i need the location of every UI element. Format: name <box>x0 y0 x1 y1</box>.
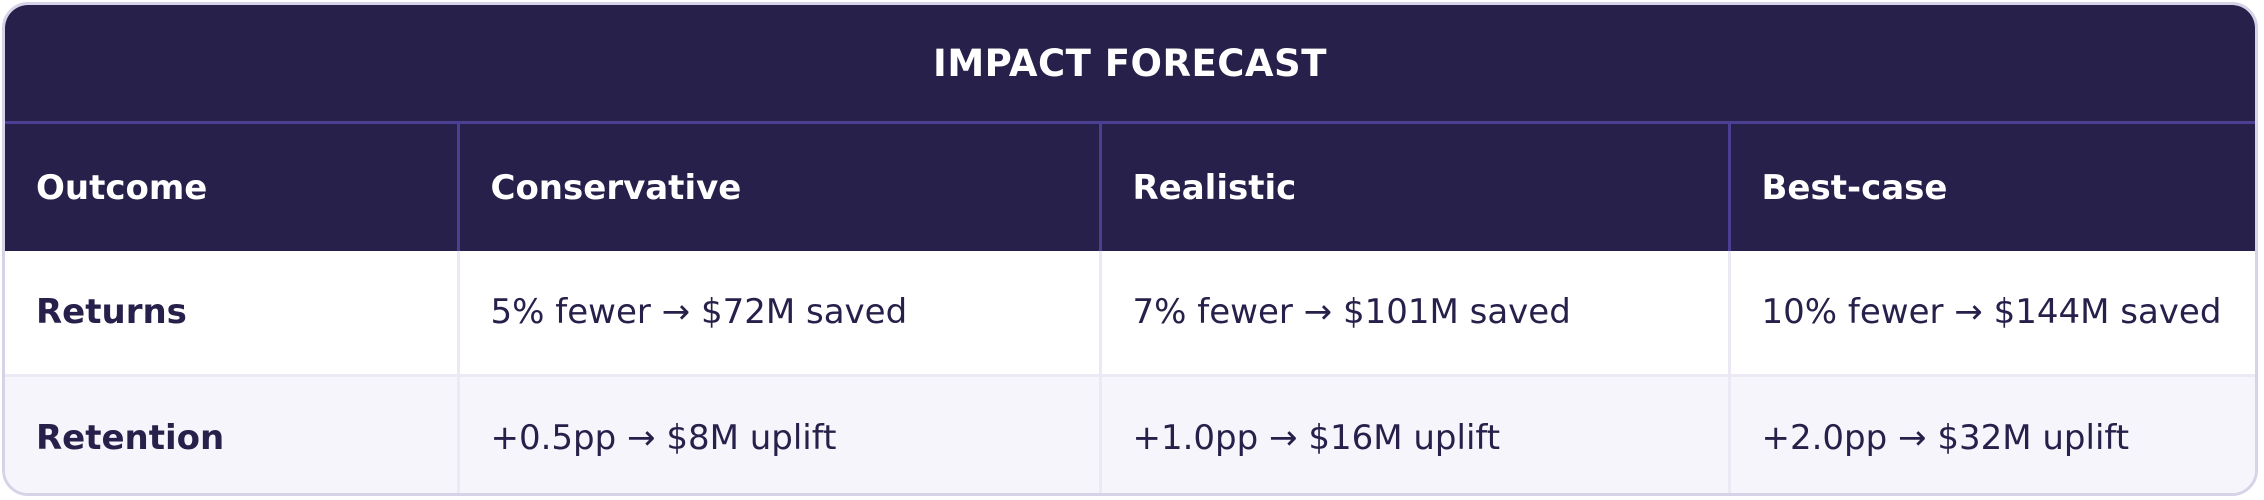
cell-returns-realistic: 7% fewer → $101M saved <box>1100 251 1731 377</box>
cell-retention-realistic: +1.0pp → $16M uplift <box>1100 375 1731 493</box>
header-outcome: Outcome <box>5 124 460 251</box>
row-label-returns: Returns <box>5 251 460 377</box>
table-title-bar: IMPACT FORECAST <box>5 5 2255 124</box>
forecast-grid: Outcome Conservative Realistic Best-case… <box>5 124 2255 493</box>
table-title: IMPACT FORECAST <box>933 41 1327 85</box>
cell-retention-best-case: +2.0pp → $32M uplift <box>1729 375 2255 493</box>
header-conservative: Conservative <box>458 124 1102 251</box>
cell-returns-conservative: 5% fewer → $72M saved <box>458 251 1102 377</box>
header-best-case: Best-case <box>1729 124 2255 251</box>
table-row: Retention +0.5pp → $8M uplift +1.0pp → $… <box>5 375 2255 493</box>
header-row: Outcome Conservative Realistic Best-case <box>5 124 2255 251</box>
cell-returns-best-case: 10% fewer → $144M saved <box>1729 251 2255 377</box>
row-label-retention: Retention <box>5 375 460 493</box>
table-row: Returns 5% fewer → $72M saved 7% fewer →… <box>5 251 2255 377</box>
cell-retention-conservative: +0.5pp → $8M uplift <box>458 375 1102 493</box>
header-realistic: Realistic <box>1100 124 1731 251</box>
